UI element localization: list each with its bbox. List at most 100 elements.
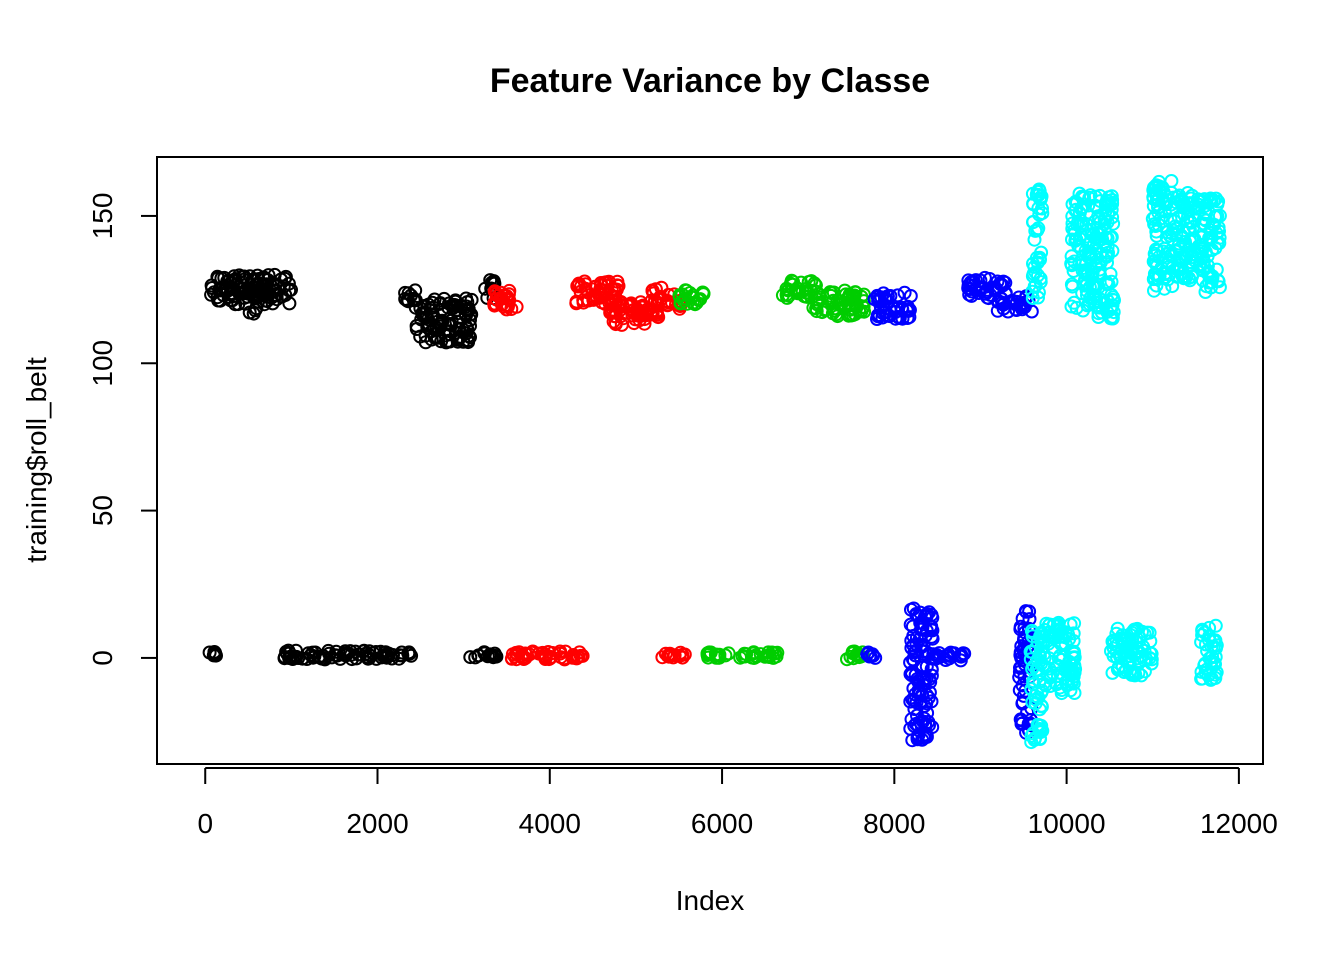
series-4 xyxy=(1023,174,1227,750)
point-cluster xyxy=(867,285,918,326)
data-point xyxy=(956,646,971,661)
data-point xyxy=(903,655,918,670)
data-point xyxy=(1115,636,1130,651)
data-point xyxy=(206,285,221,300)
data-point xyxy=(654,280,669,295)
data-point xyxy=(1089,250,1104,265)
data-point xyxy=(1104,274,1119,289)
data-point xyxy=(924,619,939,634)
data-point xyxy=(1069,202,1084,217)
data-point xyxy=(758,649,773,664)
data-point xyxy=(1201,264,1216,279)
data-point xyxy=(1032,731,1047,746)
data-point xyxy=(1008,302,1023,317)
data-point xyxy=(282,296,297,311)
data-point xyxy=(1199,279,1214,294)
data-point xyxy=(606,314,621,329)
data-point xyxy=(1146,180,1161,195)
data-point xyxy=(461,301,476,316)
x-tick-label: 8000 xyxy=(863,808,925,839)
data-point xyxy=(463,650,478,665)
data-point xyxy=(585,282,600,297)
data-point xyxy=(833,298,848,313)
data-point xyxy=(843,308,858,323)
data-point xyxy=(261,268,276,283)
point-cluster xyxy=(990,289,1039,319)
data-point xyxy=(748,648,763,663)
point-cluster xyxy=(487,283,524,317)
data-point xyxy=(1122,656,1137,671)
data-point xyxy=(604,296,619,311)
data-point xyxy=(1101,190,1116,205)
data-point xyxy=(1064,674,1079,688)
data-point xyxy=(1170,269,1185,284)
data-point xyxy=(920,706,935,720)
data-point xyxy=(1200,249,1215,264)
data-point xyxy=(917,698,932,713)
data-point xyxy=(909,637,924,652)
data-point xyxy=(248,303,263,318)
data-point xyxy=(394,645,409,660)
data-point xyxy=(1137,653,1152,668)
data-point xyxy=(1053,666,1067,680)
data-point xyxy=(1171,210,1186,224)
data-point xyxy=(677,647,692,662)
data-point xyxy=(483,647,498,662)
data-point xyxy=(285,652,300,666)
data-point xyxy=(1156,194,1171,209)
data-point xyxy=(1043,679,1058,693)
data-point xyxy=(845,646,860,661)
data-point xyxy=(489,649,504,664)
data-point xyxy=(1198,198,1212,213)
data-point xyxy=(1149,267,1164,282)
data-point xyxy=(1016,300,1031,315)
data-point xyxy=(361,651,376,666)
data-point xyxy=(900,299,915,314)
data-point xyxy=(1072,186,1087,201)
data-point xyxy=(1167,214,1182,229)
data-point xyxy=(571,649,586,664)
data-point xyxy=(414,312,429,327)
data-point xyxy=(733,650,748,665)
x-tick-label: 4000 xyxy=(519,808,581,839)
data-point xyxy=(553,644,568,659)
data-point xyxy=(824,288,838,303)
data-point xyxy=(890,288,905,303)
data-point xyxy=(277,650,292,664)
point-cluster xyxy=(1193,191,1227,299)
point-cluster xyxy=(655,645,692,665)
data-point xyxy=(1144,652,1159,667)
data-point xyxy=(1197,192,1212,207)
data-point xyxy=(504,302,519,316)
data-point xyxy=(991,295,1006,310)
data-point xyxy=(1024,735,1039,750)
data-point xyxy=(443,317,458,331)
data-point xyxy=(1001,304,1015,319)
point-cluster xyxy=(204,267,298,312)
point-cluster xyxy=(1034,615,1083,701)
data-point xyxy=(916,673,931,688)
data-point xyxy=(1179,248,1194,263)
point-cluster xyxy=(1194,618,1224,687)
y-axis-label: training$roll_belt xyxy=(21,357,52,563)
data-point xyxy=(1091,209,1106,224)
data-point xyxy=(916,678,931,693)
data-point xyxy=(448,303,463,318)
x-axis-label: Index xyxy=(676,885,745,916)
data-point xyxy=(1135,624,1149,639)
data-point xyxy=(1209,226,1224,241)
data-point xyxy=(1149,224,1164,239)
data-point xyxy=(1121,633,1136,648)
data-point xyxy=(1194,230,1209,245)
data-point xyxy=(1157,281,1172,296)
data-point xyxy=(1033,252,1047,267)
data-point xyxy=(1195,628,1210,643)
data-point xyxy=(897,285,912,300)
data-point xyxy=(1031,285,1046,300)
plot-frame xyxy=(156,156,1264,765)
data-point xyxy=(1075,263,1090,278)
data-point xyxy=(645,284,660,299)
point-cluster xyxy=(860,645,883,665)
data-point xyxy=(870,308,885,323)
y-tick-label: 100 xyxy=(87,340,118,387)
